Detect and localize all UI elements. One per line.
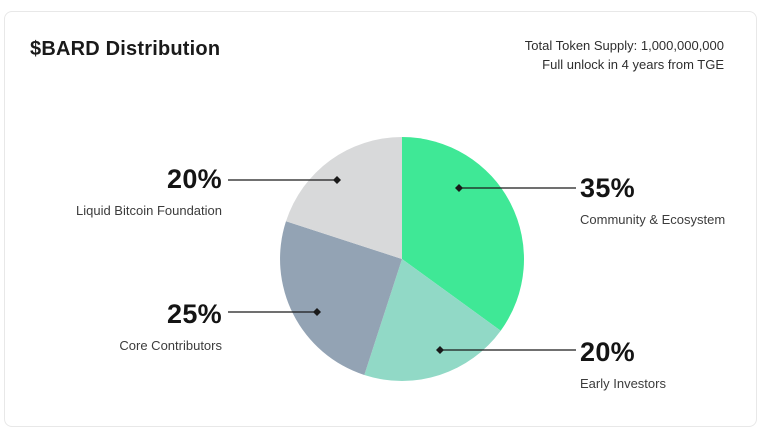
label-community-ecosystem: Community & Ecosystem: [580, 212, 726, 227]
label-early-investors: Early Investors: [580, 376, 666, 391]
callout-dot-1: [436, 346, 444, 354]
supply-info: Total Token Supply: 1,000,000,000 Full u…: [525, 36, 724, 74]
label-core-contributors: Core Contributors: [119, 338, 222, 353]
total-supply-text: Total Token Supply: 1,000,000,000: [524, 38, 724, 53]
label-liquid-bitcoin-foundation: Liquid Bitcoin Foundation: [76, 203, 222, 218]
callout-liquid-bitcoin-foundation: 20% Liquid Bitcoin Foundation: [40, 164, 222, 219]
pct-core-contributors: 25%: [167, 299, 222, 329]
pie-slice-2: [280, 221, 402, 375]
callout-community-ecosystem: 35% Community & Ecosystem: [580, 173, 726, 228]
callout-core-contributors: 25% Core Contributors: [40, 299, 222, 354]
pct-community-ecosystem: 35%: [580, 173, 635, 203]
pct-early-investors: 20%: [580, 337, 635, 367]
pie-slice-0: [402, 137, 524, 331]
pie-slice-3: [286, 137, 402, 259]
page-title: $BARD Distribution: [30, 38, 221, 60]
callout-early-investors: 20% Early Investors: [580, 337, 666, 392]
callout-dot-0: [455, 184, 463, 192]
pct-liquid-bitcoin-foundation: 20%: [167, 164, 222, 194]
unlock-note-text: Full unlock in 4 years from TGE: [542, 57, 724, 72]
callout-dot-2: [313, 308, 321, 316]
callout-dot-3: [333, 176, 341, 184]
